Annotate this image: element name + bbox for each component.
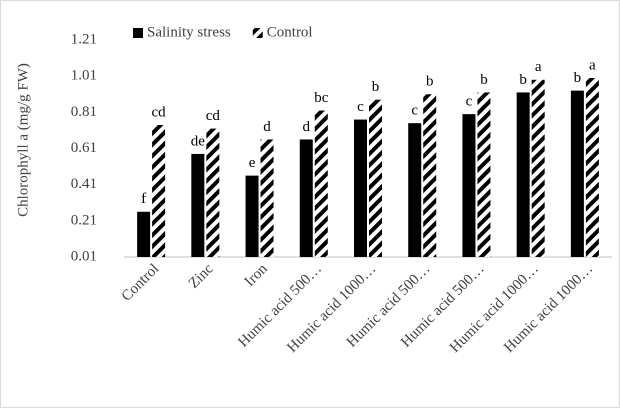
bar	[570, 90, 584, 257]
bar-letter: c	[466, 94, 473, 110]
bar-letter: e	[249, 155, 256, 171]
bar-letter: a	[535, 59, 542, 75]
legend-swatch	[252, 28, 263, 38]
bar	[423, 94, 437, 257]
bar	[206, 128, 220, 257]
bar	[462, 114, 476, 258]
bar	[137, 211, 151, 257]
bar-letter: b	[426, 74, 434, 90]
bar	[354, 119, 367, 257]
y-tick-label: 0.01	[71, 248, 97, 264]
bar-letter: cd	[206, 108, 221, 124]
bar-letter: bc	[314, 90, 329, 106]
bar	[314, 110, 328, 258]
legend-label: Salinity stress	[147, 24, 231, 40]
y-axis-label: Chlorophyll a (mg/g FW)	[15, 63, 31, 217]
y-tick-label: 0.61	[71, 140, 97, 156]
legend-label: Control	[267, 24, 313, 40]
y-tick-label: 0.81	[71, 104, 97, 120]
bar-letter: b	[519, 72, 527, 88]
bar-letter: b	[480, 72, 488, 88]
y-tick-label: 1.21	[71, 31, 97, 47]
bar-letter: a	[589, 57, 596, 73]
bar	[408, 123, 422, 257]
bar-letter: d	[263, 119, 271, 135]
bar	[516, 92, 530, 257]
bar-letter: f	[141, 191, 146, 207]
bar	[369, 99, 382, 257]
bar	[477, 92, 491, 257]
bar	[245, 175, 259, 257]
bar-letter: c	[411, 103, 418, 119]
bar	[299, 139, 313, 257]
bar-letter: cd	[152, 104, 167, 120]
bar-letter: b	[372, 79, 380, 95]
legend-swatch	[133, 28, 143, 38]
bar	[152, 124, 166, 257]
bar-letter: c	[357, 99, 364, 115]
y-tick-label: 0.41	[71, 176, 97, 192]
bar-letter: de	[191, 133, 206, 149]
bar	[191, 153, 205, 257]
bar	[531, 79, 545, 258]
bar-letter: b	[574, 70, 582, 86]
bar	[585, 77, 599, 257]
bar	[260, 139, 274, 257]
y-tick-label: 1.01	[71, 68, 97, 84]
y-tick-label: 0.21	[71, 212, 97, 228]
bar-letter: d	[303, 119, 311, 135]
